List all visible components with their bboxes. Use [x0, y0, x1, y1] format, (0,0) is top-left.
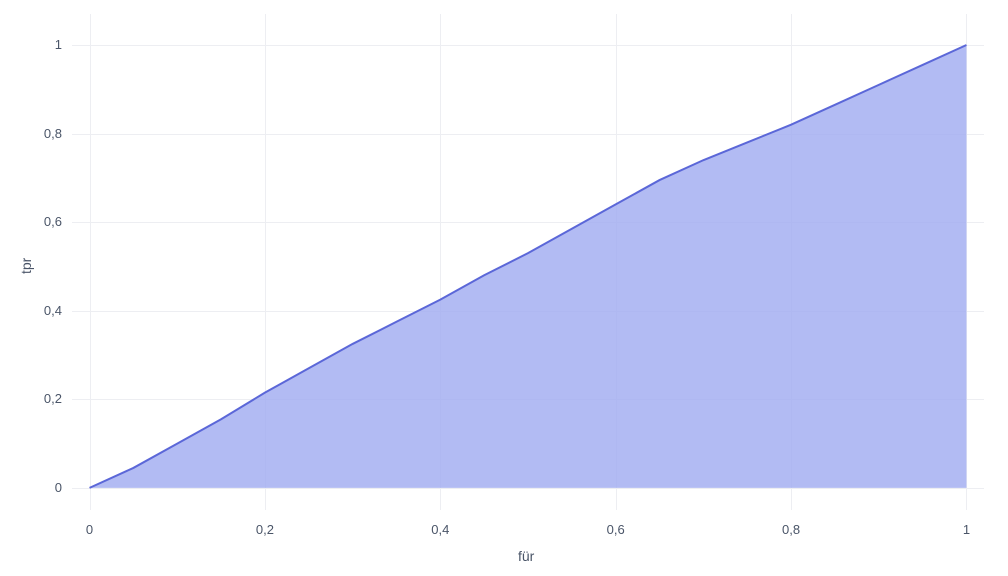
y-tick-label: 0,6	[44, 214, 62, 229]
y-tick-label: 0,8	[44, 126, 62, 141]
x-tick-label: 0,4	[431, 522, 449, 537]
x-tick-label: 0,2	[256, 522, 274, 537]
y-tick-label: 0	[55, 480, 62, 495]
y-tick-label: 1	[55, 37, 62, 52]
x-axis-title: für	[518, 548, 534, 564]
y-tick-label: 0,4	[44, 303, 62, 318]
x-tick-label: 0	[86, 522, 93, 537]
chart-svg	[72, 14, 984, 510]
x-tick-label: 0,6	[607, 522, 625, 537]
area-fill	[90, 45, 967, 488]
x-tick-label: 0,8	[782, 522, 800, 537]
y-tick-label: 0,2	[44, 391, 62, 406]
y-axis-title: tpr	[18, 258, 34, 274]
roc-area-chart: tpr für 0 0,2 0,4 0,6 0,8 1 0 0,2 0,4 0,6 0,8 1	[0, 0, 1008, 576]
x-tick-label: 1	[963, 522, 970, 537]
plot-area	[72, 14, 984, 510]
